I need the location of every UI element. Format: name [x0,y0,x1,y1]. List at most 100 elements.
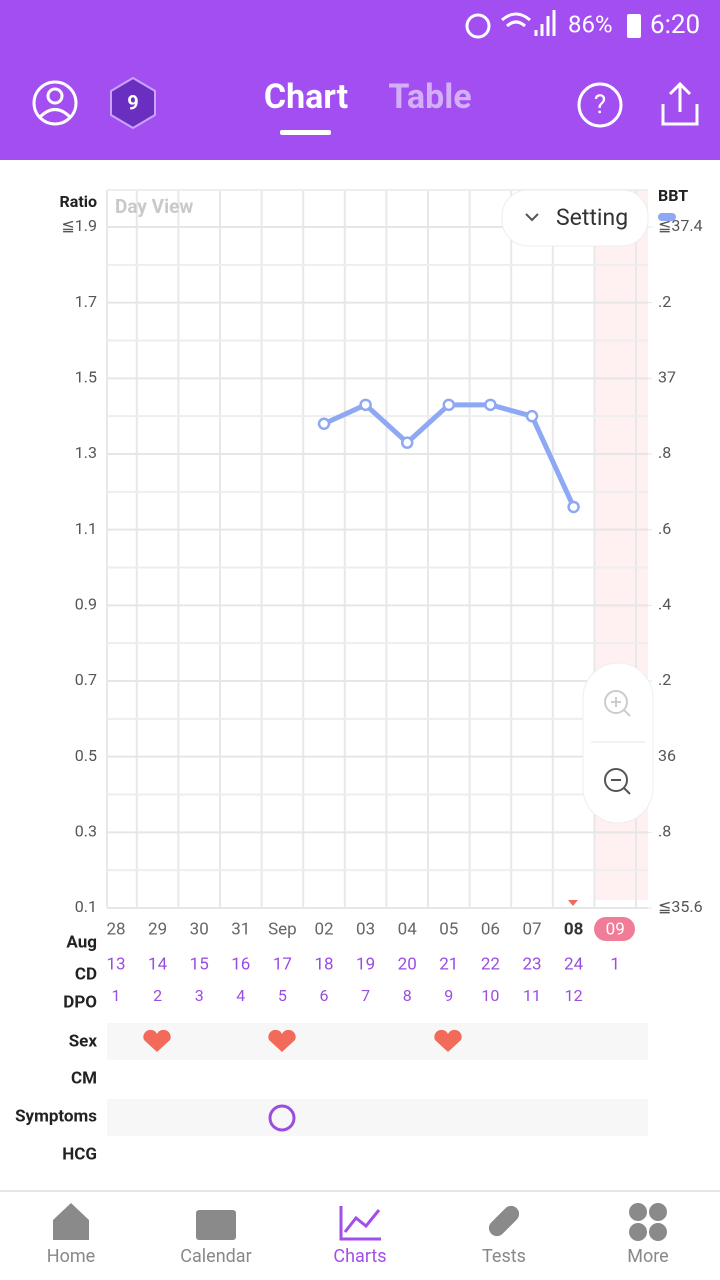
row-label: Symptoms [15,1106,97,1126]
row-label: CM [71,1068,97,1088]
date-label: 08 [564,919,584,939]
zoom-out[interactable] [604,768,631,795]
nav-label[interactable]: Calendar [180,1246,251,1267]
today-marker [568,900,578,906]
tab-indicator [280,130,331,135]
signal-icon [501,10,556,36]
y2-tick-label: .8 [658,443,671,462]
dpo-value: 6 [320,986,329,1005]
cd-value: 23 [522,954,541,974]
y2-tick-label: .6 [658,519,671,538]
share-button[interactable] [661,81,699,126]
y-tick-label: ≦1.9 [61,216,97,235]
dpo-value: 3 [195,986,204,1005]
svg-text:?: ? [594,90,606,120]
zoom-controls [582,662,654,824]
battery: 86% [568,10,613,38]
sex-row-bg [107,1023,648,1060]
nav-label[interactable]: Charts [333,1246,386,1267]
y2-tick-label: 37 [658,368,676,387]
clock: 6:20 [650,10,700,40]
date-label: 30 [190,919,209,939]
y-tick-label: 1.1 [75,519,97,538]
dpo-value: 1 [112,986,121,1005]
sex-icons [143,1029,462,1052]
y-tick-label: 1.5 [75,368,97,387]
profile-button[interactable] [32,80,78,126]
y2-axis-label: BBT [658,186,688,205]
cd-value: 24 [564,954,584,974]
cd-value: 15 [190,954,209,974]
y2-tick-label: .4 [658,595,671,614]
date-label: 03 [356,919,375,939]
tab-table[interactable]: Table [388,77,471,117]
dpo-value: 2 [153,986,162,1005]
cd-value: 17 [273,954,292,974]
cd-value: 13 [106,954,125,974]
y-axis-label: Ratio [60,192,98,211]
cd-value: 20 [398,954,417,974]
zoom-in[interactable] [604,690,631,717]
date-label: 07 [522,919,541,939]
y2-tick-label: .2 [658,670,671,689]
y2-tick-label: ≦35.6 [658,897,703,916]
nav-label[interactable]: Home [47,1246,95,1267]
app-bar [0,0,720,160]
dpo-value: 11 [523,986,541,1005]
y-tick-label: 0.1 [75,897,97,916]
dpo-value: 12 [565,986,583,1005]
data-point [567,500,580,514]
y-tick-label: 0.5 [75,746,97,765]
date-label: 05 [439,919,458,939]
setting-label[interactable]: Setting [556,204,628,231]
cd-value: 18 [314,954,333,974]
y2-tick-label: .8 [658,822,671,841]
cd-value: 22 [481,954,500,974]
data-point [442,398,456,412]
row-label: HCG [62,1144,97,1164]
y-tick-label: 1.7 [75,292,97,311]
data-point [359,398,372,412]
row-label: DPO [63,992,97,1012]
nav-label[interactable]: Tests [482,1246,526,1267]
row-label: CD [75,964,97,984]
month-label: Aug [66,932,97,952]
data-point [400,436,414,449]
badge[interactable]: 9 [110,76,156,130]
y-tick-label: 0.7 [75,670,97,689]
cd-value: 1 [610,954,620,974]
setting-button[interactable]: Setting [501,189,649,247]
data-point [484,398,497,412]
dpo-value: 9 [444,986,453,1005]
dpo-value: 8 [403,986,412,1005]
symptoms-row-bg [107,1099,648,1136]
alarm-icon [465,13,491,39]
nav-label[interactable]: More [627,1246,668,1267]
tab-chart[interactable]: Chart [264,77,348,117]
date-label: 31 [231,919,250,939]
view-label: Day View [115,195,193,218]
y-tick-label: 1.3 [75,443,97,462]
date-label: 29 [148,919,167,939]
dpo-value: 4 [236,986,245,1005]
date-label: 04 [398,919,418,939]
cd-value: 21 [439,954,458,974]
date-label: 06 [481,919,500,939]
y-tick-label: 0.9 [75,595,97,614]
date-label: 09 [606,919,625,939]
help-button[interactable]: ? [577,82,623,128]
row-label: Sex [69,1031,98,1051]
cd-value: 19 [356,954,375,974]
dpo-value: 7 [361,986,370,1005]
svg-text:9: 9 [127,90,138,114]
y2-tick-label: 36 [658,746,676,765]
dpo-value: 5 [278,986,287,1005]
nav-icons [53,1203,667,1241]
y2-tick-label: .2 [658,292,671,311]
y-tick-label: 0.3 [75,822,97,841]
today-pill [594,917,635,941]
dpo-value: 10 [481,986,499,1005]
date-label: 02 [314,919,333,939]
date-label: Sep [268,919,297,939]
